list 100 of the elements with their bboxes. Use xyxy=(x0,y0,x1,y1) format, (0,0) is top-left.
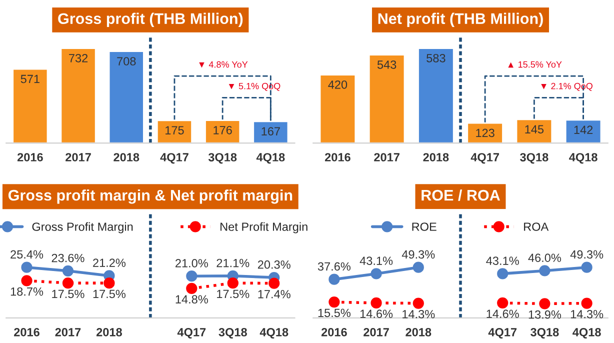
data-label: 21.0% xyxy=(176,259,208,268)
data-label: 176 xyxy=(214,126,232,134)
point xyxy=(412,262,424,273)
x-tick-label: 4Q18 xyxy=(569,153,598,164)
data-label: 145 xyxy=(525,125,544,134)
point xyxy=(497,297,508,309)
point xyxy=(370,268,382,280)
chart-title: ROE / ROA xyxy=(422,189,500,201)
x-tick-label: 3Q18 xyxy=(520,153,548,164)
x-tick-label: 2016 xyxy=(14,328,40,336)
x-tick-label: 2017 xyxy=(55,328,81,336)
chart-title: Gross profit (THB Million) xyxy=(58,12,243,28)
legend-label: Net Profit Margin xyxy=(220,222,308,234)
data-label: 167 xyxy=(262,127,280,136)
x-tick-label: 4Q18 xyxy=(256,153,285,164)
x-tick-label: 4Q17 xyxy=(177,328,206,339)
point xyxy=(581,262,592,273)
bar xyxy=(252,120,289,144)
data-label: 46.0% xyxy=(528,254,562,262)
x-tick-label: 2016 xyxy=(324,153,350,162)
x-tick-label: 2018 xyxy=(423,153,449,162)
x-tick-label: 4Q17 xyxy=(488,328,517,339)
data-label: 14.3% xyxy=(402,310,435,318)
data-label: 14.3% xyxy=(570,310,604,318)
x-tick-label: 3Q18 xyxy=(530,328,559,339)
data-label: 583 xyxy=(426,54,446,62)
point xyxy=(268,278,280,289)
legend-label: ROE xyxy=(412,222,436,231)
data-label: 20.3% xyxy=(258,260,290,269)
point xyxy=(539,298,550,310)
data-label: 17.5% xyxy=(52,290,84,298)
legend-label: Gross Profit Margin xyxy=(32,222,133,234)
data-label: 14.8% xyxy=(176,295,208,304)
data-label: 43.1% xyxy=(360,256,393,265)
point xyxy=(62,278,74,289)
x-tick-label: 4Q17 xyxy=(470,153,499,164)
data-label: 175 xyxy=(166,126,184,134)
x-tick-label: 2018 xyxy=(114,153,140,162)
point xyxy=(104,278,115,289)
x-tick-label: 2017 xyxy=(364,328,389,336)
point xyxy=(539,265,550,276)
data-label: 420 xyxy=(328,80,348,89)
point xyxy=(581,298,592,309)
bar xyxy=(466,122,504,144)
x-tick-label: 3Q18 xyxy=(208,153,237,164)
data-label: 571 xyxy=(20,74,40,84)
data-label: 142 xyxy=(574,126,593,134)
data-label: 43.1% xyxy=(486,256,519,265)
data-label: 732 xyxy=(69,54,88,62)
annotation: ▼ 4.8% YoY xyxy=(199,61,248,68)
bar xyxy=(319,74,356,144)
x-tick-label: 2016 xyxy=(321,328,347,336)
x-tick-label: 4Q17 xyxy=(160,153,188,164)
bar xyxy=(108,50,144,144)
data-label: 25.4% xyxy=(10,250,44,259)
point xyxy=(497,268,508,280)
bar xyxy=(12,68,48,144)
data-label: 13.9% xyxy=(528,310,562,319)
point xyxy=(21,275,32,286)
x-tick-label: 4Q18 xyxy=(260,328,288,339)
bar xyxy=(204,120,241,144)
point xyxy=(186,282,198,294)
data-label: 37.6% xyxy=(318,262,351,271)
point xyxy=(328,274,340,285)
data-label: 14.6% xyxy=(360,310,393,318)
annotation: ▲ 15.5% YoY xyxy=(508,61,562,68)
bar xyxy=(564,119,602,144)
bar xyxy=(516,118,553,144)
legend-label: ROA xyxy=(524,222,549,231)
data-label: 123 xyxy=(476,128,494,138)
bar xyxy=(156,120,192,144)
data-label: 18.7% xyxy=(10,287,44,296)
bar xyxy=(418,48,454,144)
point xyxy=(21,262,32,273)
data-label: 708 xyxy=(117,57,136,66)
point xyxy=(186,270,198,282)
data-label: 14.6% xyxy=(486,310,519,318)
bar xyxy=(368,54,406,144)
x-tick-label: 2017 xyxy=(66,153,91,162)
point xyxy=(62,265,74,276)
data-label: 21.1% xyxy=(216,258,250,268)
chart-title: Net profit (THB Million) xyxy=(378,12,543,28)
data-label: 17.5% xyxy=(93,290,126,298)
chart-title: Gross profit margin & Net profit margin xyxy=(8,189,292,204)
data-label: 15.5% xyxy=(318,308,351,318)
x-tick-label: 2017 xyxy=(374,153,400,162)
x-tick-label: 3Q18 xyxy=(218,328,247,339)
x-tick-label: 2016 xyxy=(17,153,43,162)
data-label: 49.3% xyxy=(402,250,435,259)
data-label: 23.6% xyxy=(52,254,84,262)
point xyxy=(328,296,340,308)
data-label: 17.5% xyxy=(217,290,250,298)
x-tick-label: 2018 xyxy=(406,328,432,336)
annotation: ▼ 2.1% QoQ xyxy=(541,82,592,91)
annotation: ▼ 5.1% QoQ xyxy=(228,82,280,91)
data-label: 17.4% xyxy=(258,290,290,298)
point xyxy=(227,278,238,289)
x-tick-label: 4Q18 xyxy=(572,328,601,339)
data-label: 543 xyxy=(377,60,396,69)
data-label: 49.3% xyxy=(570,250,604,259)
